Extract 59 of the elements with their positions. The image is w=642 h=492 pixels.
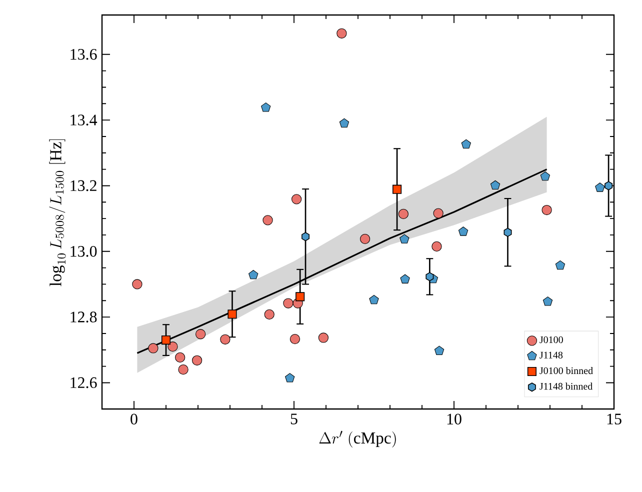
point: [220, 334, 230, 344]
x-tick-label: 0: [130, 414, 138, 424]
point: [336, 28, 347, 38]
legend-label: J0100 binned: [540, 367, 593, 374]
point: [400, 274, 410, 284]
point: [264, 309, 274, 320]
point: [132, 279, 142, 290]
point: [262, 215, 273, 226]
point: [542, 204, 552, 216]
point: [161, 336, 171, 345]
point: [302, 232, 310, 242]
y-tick-label: 13.2: [70, 180, 96, 192]
point: [291, 194, 302, 204]
point: [285, 373, 295, 382]
point: [248, 270, 258, 280]
point: [490, 180, 500, 190]
y-axis-title: $\log_{10} L_{5008}/L_{1500}\ [\mathrm{Hz}]$: [49, 139, 66, 286]
point: [595, 182, 605, 192]
legend-label: J1148 binned: [540, 382, 593, 390]
y-tick-label: 13.4: [70, 114, 98, 126]
point: [604, 181, 613, 190]
point: [434, 346, 444, 356]
point: [426, 272, 434, 282]
point: [369, 294, 379, 304]
point: [504, 228, 512, 237]
point: [175, 352, 186, 363]
point: [261, 102, 271, 112]
y-tick-label: 12.6: [70, 377, 97, 388]
point: [540, 171, 550, 181]
point: [339, 118, 350, 128]
y-tick-label: 13.0: [70, 246, 97, 257]
point: [432, 241, 442, 252]
x-tick-label: 10: [447, 414, 462, 424]
point: [542, 296, 553, 306]
x-tick-label: 5: [290, 414, 298, 424]
point: [195, 329, 206, 340]
point: [318, 332, 329, 343]
point: [458, 226, 468, 236]
point: [433, 208, 444, 218]
point: [148, 343, 158, 354]
legend-label: J0100: [540, 336, 563, 344]
point: [555, 260, 566, 270]
x-tick-label: 15: [607, 414, 622, 424]
y-tick-label: 12.8: [70, 312, 97, 322]
point: [228, 310, 237, 319]
point: [296, 292, 305, 302]
point: [178, 364, 188, 375]
point: [290, 334, 300, 344]
legend-label: J1148: [540, 352, 563, 358]
point: [461, 139, 471, 149]
point: [168, 342, 178, 352]
y-tick-label: 13.6: [70, 48, 97, 60]
point: [360, 234, 370, 244]
x-axis-title: $\Delta r'\ (\mathrm{cMpc})$: [319, 430, 396, 448]
point: [283, 298, 294, 308]
point: [398, 208, 409, 220]
point: [192, 355, 202, 366]
point: [392, 184, 402, 194]
point: [400, 234, 410, 244]
